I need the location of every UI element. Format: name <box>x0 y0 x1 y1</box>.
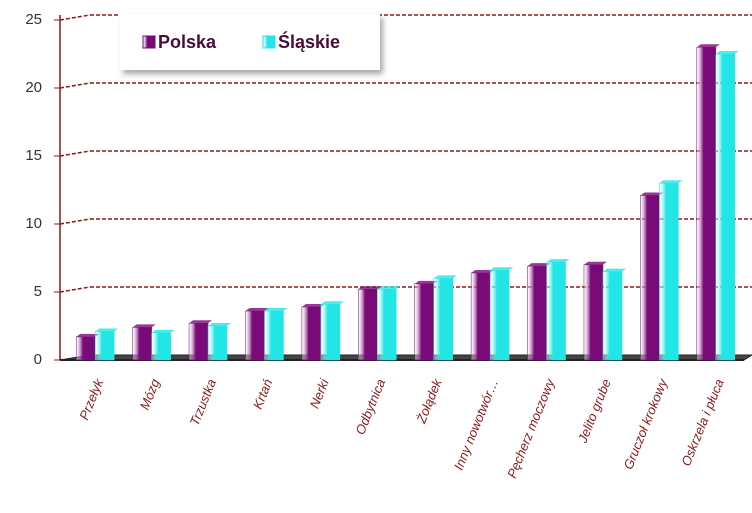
bar-top <box>95 328 119 332</box>
bar-top <box>546 259 570 263</box>
bar <box>489 269 510 361</box>
bar <box>659 182 679 361</box>
y-tick-label: 10 <box>25 215 42 232</box>
bar <box>320 303 341 361</box>
bar-top <box>208 323 232 326</box>
bar-top <box>132 324 156 328</box>
grid-line <box>59 218 91 225</box>
bar-top <box>76 333 100 337</box>
bar-top <box>151 329 175 333</box>
legend-box <box>120 14 380 70</box>
bar <box>75 336 96 361</box>
legend-label: Śląskie <box>278 31 340 52</box>
bars <box>75 44 739 361</box>
x-tick-label: Inny nowotwór… <box>451 377 501 472</box>
bar-top <box>715 51 739 54</box>
bar-top <box>189 320 213 324</box>
x-tick-label: Mózg <box>137 376 163 412</box>
legend-label: Polska <box>158 32 217 52</box>
grid-line <box>59 14 91 21</box>
x-tick-label: Krtań <box>250 377 276 411</box>
bar-top <box>659 180 683 184</box>
legend-swatch <box>262 35 276 49</box>
y-tick-label: 0 <box>34 351 42 368</box>
y-tick-label: 15 <box>25 147 42 164</box>
bar <box>527 265 547 361</box>
legend-swatch <box>142 35 156 49</box>
bar <box>377 289 397 361</box>
y-tick-label: 25 <box>25 11 42 28</box>
bar <box>132 327 152 361</box>
bar <box>602 271 623 361</box>
bar <box>414 283 434 361</box>
bar-top <box>602 268 626 272</box>
bar <box>94 331 115 361</box>
x-tick-label: Jelito grube <box>574 377 613 446</box>
bar-top <box>377 286 401 290</box>
x-tick-label: Gruczoł krokowy <box>620 375 670 471</box>
grid-line <box>59 286 91 293</box>
x-tick-label: Pęcherz moczowy <box>504 375 558 480</box>
bar-top <box>264 308 288 312</box>
x-tick-label: Nerki <box>307 376 333 411</box>
bar-top <box>245 308 269 312</box>
grid-line <box>59 150 91 157</box>
grid-line <box>59 82 91 89</box>
y-tick-label: 20 <box>25 79 42 96</box>
bar <box>583 264 604 361</box>
x-tick-label: Oskrzela i płuca <box>678 377 727 468</box>
bar-top <box>358 286 382 290</box>
bar <box>188 323 209 361</box>
bar-top <box>640 192 664 196</box>
bar-top <box>414 280 438 284</box>
bar <box>151 332 171 361</box>
bar-top <box>527 263 551 267</box>
bar <box>207 325 228 361</box>
bar-top <box>320 301 344 305</box>
legend: Polska Śląskie <box>120 14 380 70</box>
bar-top <box>471 269 495 273</box>
x-tick-label: Trzustka <box>187 377 219 428</box>
bar <box>358 289 378 361</box>
bar-top <box>301 303 325 307</box>
bar <box>301 306 322 361</box>
bar <box>245 310 265 361</box>
bar-top <box>696 44 720 48</box>
bar <box>546 261 566 361</box>
bar <box>433 278 453 361</box>
x-tick-label: Przełyk <box>76 375 106 422</box>
bar-top <box>490 267 514 271</box>
x-tick-label: Odbytnica <box>352 377 388 437</box>
bar <box>470 272 491 361</box>
bar <box>696 46 717 361</box>
bar <box>264 310 284 361</box>
bar <box>640 195 660 361</box>
bar-top <box>433 275 457 279</box>
bar <box>715 53 736 361</box>
y-tick-label: 5 <box>34 283 42 300</box>
bar-top <box>583 261 607 265</box>
x-tick-label: Żołądek <box>413 375 445 426</box>
